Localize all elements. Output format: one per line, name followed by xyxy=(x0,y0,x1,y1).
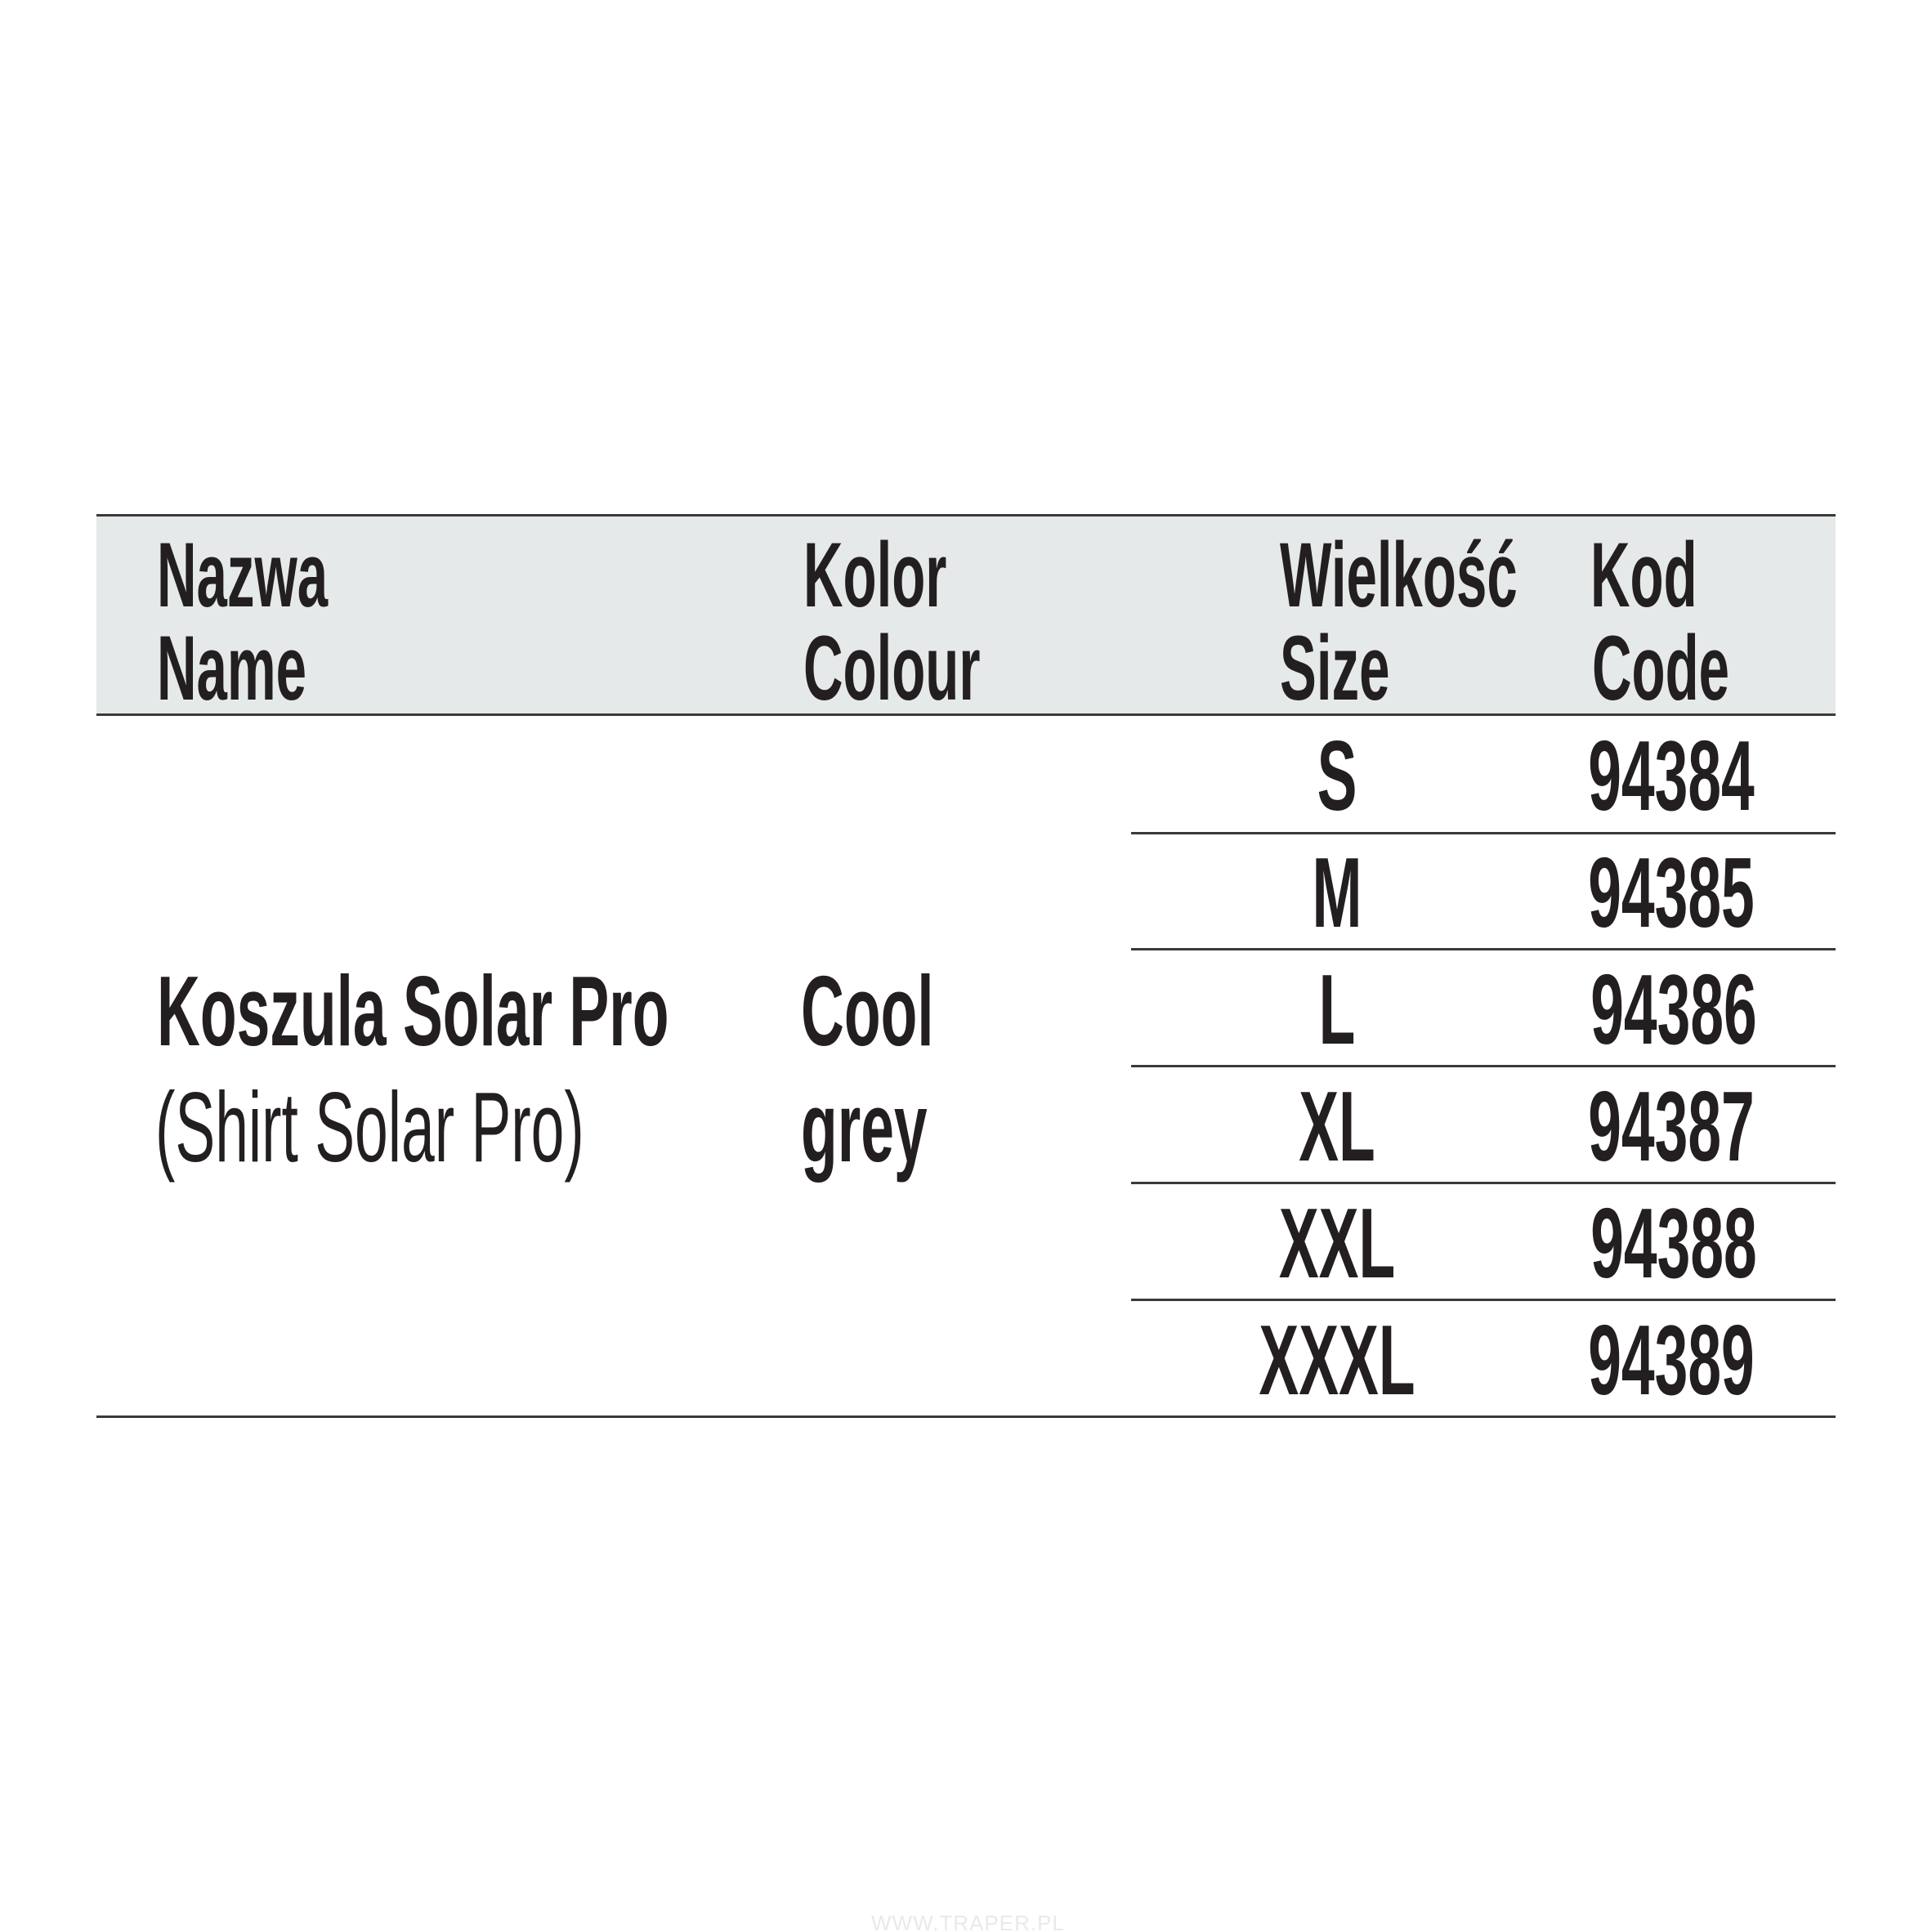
size-cell: S xyxy=(1317,720,1357,831)
code-cell: 94384 xyxy=(1588,720,1755,831)
row-divider xyxy=(1131,948,1836,950)
header-name-pl: Nazwa xyxy=(157,524,329,626)
table-bottom-rule xyxy=(96,1415,1836,1418)
header-size-pl: Wielkość xyxy=(1280,524,1518,626)
code-cell: 94387 xyxy=(1588,1071,1755,1182)
header-top-rule xyxy=(96,514,1836,517)
size-cell: XL xyxy=(1299,1071,1375,1182)
header-size-en: Size xyxy=(1280,617,1390,719)
product-name-en: (Shirt Solar Pro) xyxy=(155,1071,584,1183)
header-code-en: Code xyxy=(1592,617,1729,719)
table-header-background xyxy=(96,515,1836,715)
header-colour-en: Colour xyxy=(803,617,981,719)
size-cell: M xyxy=(1312,837,1362,948)
header-code-pl: Kod xyxy=(1590,524,1697,626)
row-divider xyxy=(1131,832,1836,834)
product-name-pl: Koszula Solar Pro xyxy=(157,955,669,1067)
product-colour-line2: grey xyxy=(801,1071,928,1183)
header-name-en: Name xyxy=(157,617,307,719)
size-cell: XXL xyxy=(1278,1187,1396,1299)
size-cell: L xyxy=(1318,954,1356,1065)
watermark: WWW.TRAPER.PL xyxy=(871,1911,1065,1932)
row-divider xyxy=(1131,1065,1836,1067)
code-cell: 94385 xyxy=(1588,837,1755,948)
header-colour-pl: Kolor xyxy=(803,524,947,626)
code-cell: 94388 xyxy=(1590,1187,1757,1299)
row-divider xyxy=(1131,1299,1836,1301)
code-cell: 94386 xyxy=(1590,954,1757,1065)
product-colour-line1: Cool xyxy=(801,955,934,1067)
code-cell: 94389 xyxy=(1588,1304,1755,1415)
row-divider xyxy=(1131,1182,1836,1184)
size-cell: XXXL xyxy=(1259,1304,1415,1415)
header-bottom-rule xyxy=(96,713,1836,716)
